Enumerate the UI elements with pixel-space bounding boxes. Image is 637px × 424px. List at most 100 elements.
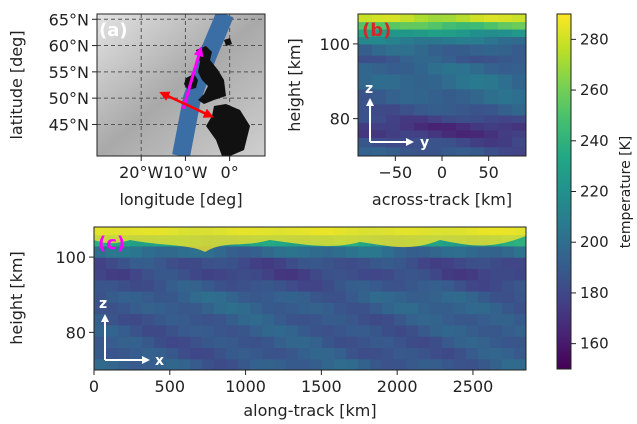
temperature-cell: [214, 302, 227, 315]
temperature-cell: [502, 347, 515, 360]
temperature-cell: [202, 347, 215, 360]
temperature-cell: [130, 324, 143, 337]
temperature-cell: [346, 336, 359, 349]
temperature-cell: [428, 103, 443, 116]
temperature-cell: [334, 324, 347, 337]
panel-a-label: (a): [99, 20, 128, 41]
temperature-cell: [322, 302, 335, 315]
temperature-cell: [322, 336, 335, 349]
x-arrow-label: x: [155, 353, 164, 369]
colorbar-tick-label: 280: [580, 30, 609, 48]
temperature-cell: [190, 279, 203, 292]
temperature-cell: [442, 146, 457, 156]
temperature-cell: [274, 336, 287, 349]
temperature-cell: [166, 336, 179, 349]
temperature-cell: [274, 290, 287, 303]
temperature-cell: [310, 358, 323, 370]
temperature-cell: [370, 302, 383, 315]
temperature-cell: [142, 336, 155, 349]
temperature-cell: [382, 279, 395, 292]
satellite-swath: [172, 14, 234, 156]
temperature-cell: [94, 347, 107, 360]
temperature-cell: [166, 290, 179, 303]
temperature-cell: [322, 279, 335, 292]
temperature-cell: [414, 55, 429, 64]
temperature-cell: [430, 245, 443, 258]
temperature-cell: [382, 268, 395, 281]
temperature-cell: [428, 137, 443, 148]
temperature-cell: [502, 358, 515, 370]
temperature-cell: [414, 114, 429, 123]
temperature-cell: [430, 290, 443, 303]
temperature-cell: [178, 279, 191, 292]
temperature-cell: [178, 324, 191, 337]
temperature-cell: [470, 55, 485, 64]
temperature-cell: [154, 257, 167, 269]
temperature-cell: [250, 302, 263, 315]
temperature-cell: [454, 358, 467, 370]
colorbar-ticks: 160 180 200 220 240 260 280: [571, 30, 609, 353]
temperature-cell: [372, 62, 387, 75]
temperature-cell: [386, 73, 401, 90]
temperature-cell: [358, 28, 373, 38]
colorbar-gradient: [556, 13, 572, 370]
temperature-cell: [238, 347, 251, 360]
temperature-cell: [470, 43, 485, 56]
temperature-cell: [386, 146, 401, 156]
temperature-cell: [386, 28, 401, 38]
temperature-cell: [154, 313, 167, 326]
temperature-cell: [94, 313, 107, 326]
temperature-cell: [418, 302, 431, 315]
temperature-cell: [190, 358, 203, 370]
temperature-cell: [372, 146, 387, 156]
temperature-cell: [502, 324, 515, 337]
temperature-cell: [154, 358, 167, 370]
temperature-cell: [226, 324, 239, 337]
y-tick-label: 80: [330, 110, 350, 129]
temperature-cell: [428, 114, 443, 123]
temperature-cell: [456, 62, 471, 75]
temperature-cell: [428, 14, 443, 23]
temperature-cell: [262, 268, 275, 281]
temperature-cell: [358, 257, 371, 269]
temperature-cell: [466, 268, 479, 281]
temperature-cell: [456, 122, 471, 131]
temperature-cell: [358, 268, 371, 281]
panel-c-heatmap: 0 500 1000 1500 2000 2500 80 100 (c) z x along-…: [7, 226, 527, 420]
temperature-cell: [490, 313, 503, 326]
temperature-cell: [490, 324, 503, 337]
temperature-cell: [130, 302, 143, 315]
temperature-cell: [142, 313, 155, 326]
panel-c-x-label: along-track [km]: [243, 401, 376, 420]
temperature-cell: [286, 245, 299, 258]
temperature-cell: [274, 358, 287, 370]
temperature-cell: [190, 290, 203, 303]
temperature-cell: [484, 28, 499, 38]
temperature-cell: [442, 279, 455, 292]
temperature-cell: [250, 257, 263, 269]
temperature-cell: [214, 279, 227, 292]
temperature-cell: [370, 336, 383, 349]
temperature-cell: [298, 279, 311, 292]
temperature-cell: [498, 55, 513, 64]
temperature-cell: [478, 268, 491, 281]
temperature-cell: [430, 257, 443, 269]
temperature-cell: [442, 290, 455, 303]
temperature-cell: [226, 302, 239, 315]
temperature-cell: [414, 73, 429, 90]
temperature-cell: [274, 324, 287, 337]
temperature-cell: [286, 324, 299, 337]
temperature-cell: [454, 336, 467, 349]
temperature-cell: [454, 290, 467, 303]
temperature-cell: [428, 88, 443, 105]
temperature-cell: [372, 73, 387, 90]
temperature-cell: [214, 245, 227, 258]
temperature-cell: [484, 103, 499, 116]
temperature-cell: [334, 268, 347, 281]
temperature-cell: [322, 313, 335, 326]
temperature-cell: [358, 14, 373, 23]
temperature-cell: [400, 62, 415, 75]
temperature-cell: [484, 73, 499, 90]
temperature-cell: [262, 257, 275, 269]
temperature-cell: [358, 336, 371, 349]
